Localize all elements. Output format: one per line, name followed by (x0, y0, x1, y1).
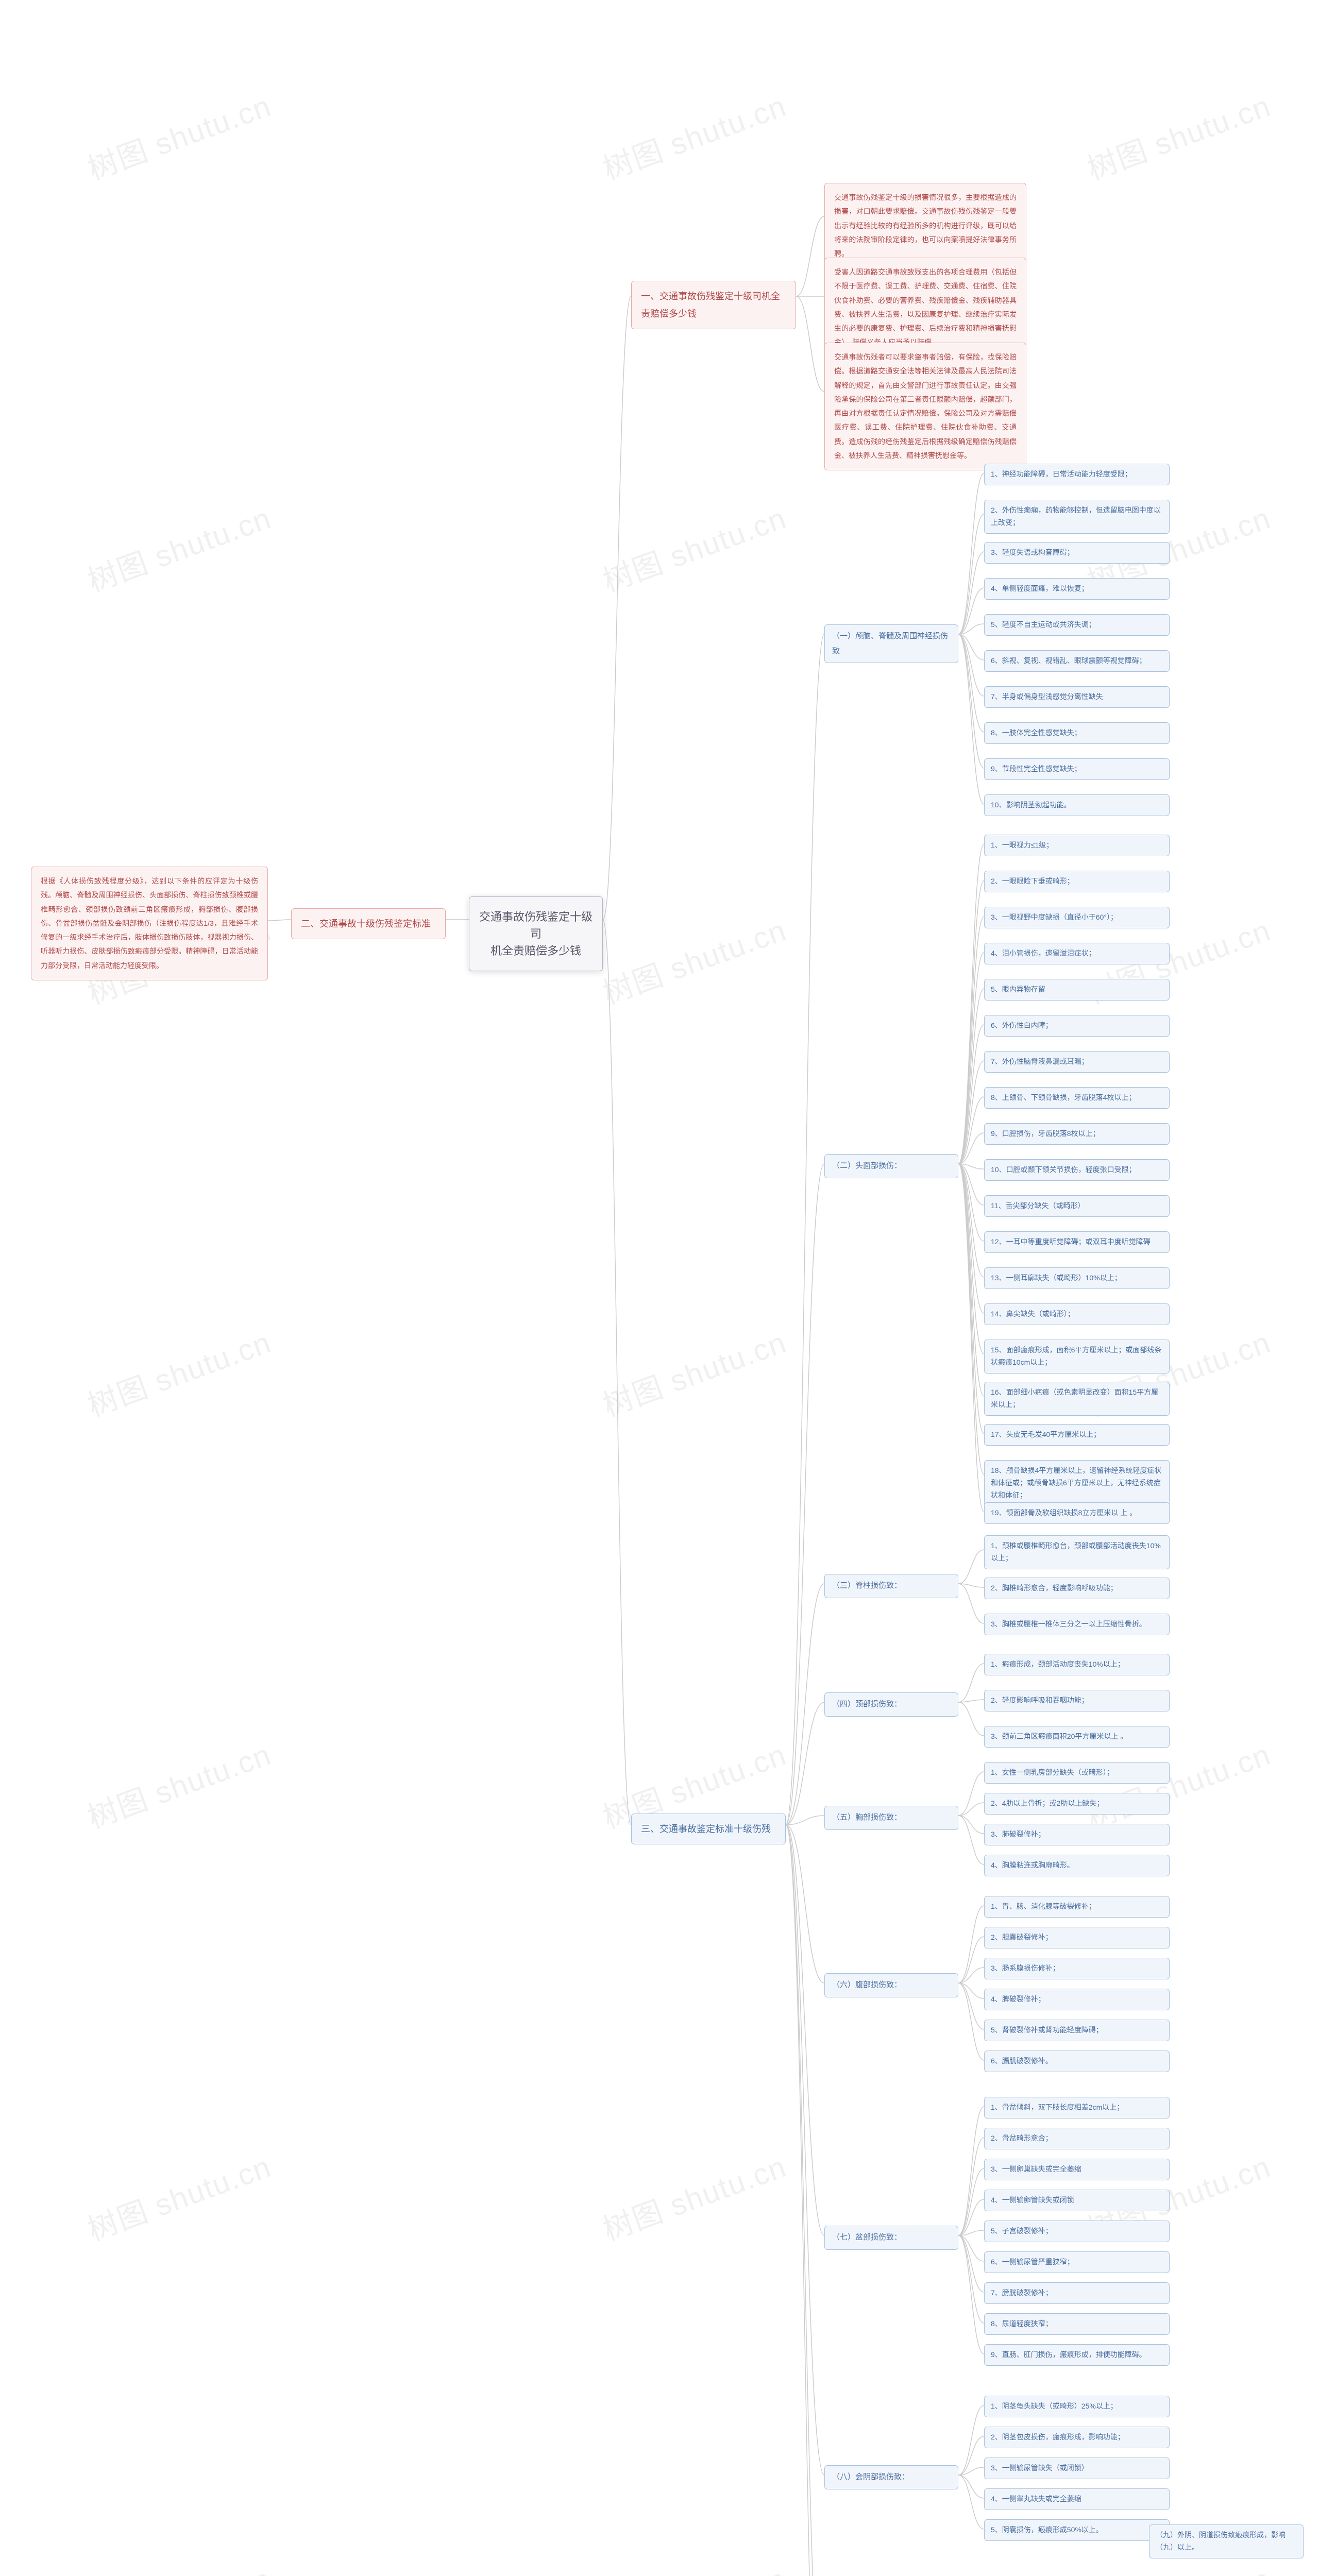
branch-1-leaf-9: 9、节段性完全性感觉缺失； (984, 758, 1170, 780)
branch-2-leaf-15: 15、面部瘢痕形成，面积6平方厘米以上；或面部线条状瘢痕10cm以上； (984, 1340, 1170, 1374)
branch-1-leaf-7: 7、半身或偏身型浅感觉分离性缺失 (984, 686, 1170, 708)
branch-7: （七）盆部损伤致： (824, 2226, 958, 2250)
branch-6-leaf-2: 2、胆囊破裂修补； (984, 1927, 1170, 1948)
branch-7-leaf-9: 9、直肠、肛门损伤，瘢痕形成，排便功能障碍。 (984, 2344, 1170, 2366)
watermark: 树图 shutu.cn (81, 1318, 277, 1425)
section-1-paragraph-1: 交通事故伤残鉴定十级的损害情况很多，主要根据造成的损害，对口朝此要求赔偿。交通事… (824, 183, 1026, 268)
branch-1-leaf-4: 4、单侧轻度面瘫，难以恢复； (984, 578, 1170, 600)
branch-1-leaf-2: 2、外伤性癫痫，药物能够控制，但遗留脑电图中度以上改变； (984, 500, 1170, 534)
branch-8-leaf-3: 3、一侧输尿管缺失（或闭锁） (984, 2458, 1170, 2479)
branch-7-leaf-1: 1、骨盆倾斜，双下肢长度相差2cm以上； (984, 2097, 1170, 2119)
branch-3-leaf-3: 3、胸椎或腰椎一椎体三分之一以上压缩性骨折。 (984, 1614, 1170, 1635)
mindmap-stage: 树图 shutu.cn 树图 shutu.cn 树图 shutu.cn 树图 shut… (0, 0, 1319, 2576)
branch-6-leaf-3: 3、肠系膜损伤修补； (984, 1958, 1170, 1979)
branch-1-leaf-5: 5、轻度不自主运动或共济失调； (984, 614, 1170, 636)
section-1-title: 一、交通事故伤残鉴定十级司机全责赔偿多少钱 (631, 281, 796, 329)
branch-2-leaf-9: 9、口腔损伤，牙齿脱落8枚以上； (984, 1123, 1170, 1145)
branch-8: （八）会阴部损伤致： (824, 2465, 958, 2489)
branch-8-leaf-5: 5、阴囊损伤，瘢痕形成50%以上。 (984, 2519, 1170, 2541)
branch-7-leaf-4: 4、一侧输卵管缺失或闭锁 (984, 2190, 1170, 2211)
branch-5: （五）胸部损伤致： (824, 1806, 958, 1830)
branch-2-leaf-6: 6、外伤性白内障； (984, 1015, 1170, 1037)
branch-7-leaf-5: 5、子宫破裂修补； (984, 2221, 1170, 2242)
branch-4-leaf-1: 1、瘢痕形成，颈部活动度丧失10%以上； (984, 1654, 1170, 1675)
watermark: 树图 shutu.cn (81, 1731, 277, 1837)
branch-6: （六）腹部损伤致： (824, 1973, 958, 1997)
watermark: 树图 shutu.cn (81, 2143, 277, 2249)
branch-2-leaf-5: 5、眼内异物存留 (984, 979, 1170, 1001)
section-2-paragraph: 根据《人体损伤致残程度分级》，达到以下条件的应评定为十级伤残。颅脑、脊髓及周围神… (31, 867, 268, 980)
watermark: 树图 shutu.cn (1080, 82, 1276, 189)
section-3-title: 三、交通事故鉴定标准十级伤残 (631, 1814, 786, 1844)
branch-5-leaf-4: 4、胸膜粘连或胸廓畸形。 (984, 1855, 1170, 1876)
watermark: 树图 shutu.cn (81, 82, 277, 189)
branch-7-leaf-7: 7、膀胱破裂修补； (984, 2282, 1170, 2304)
branch-6-leaf-5: 5、肾破裂修补或肾功能轻度障碍； (984, 2020, 1170, 2041)
branch-1-leaf-1: 1、神经功能障碍，日常活动能力轻度受限； (984, 464, 1170, 485)
branch-5-leaf-3: 3、肺破裂修补； (984, 1824, 1170, 1845)
branch-8-leaf-4: 4、一侧睾丸缺失或完全萎缩 (984, 2488, 1170, 2510)
watermark: 树图 shutu.cn (596, 82, 792, 189)
branch-2-leaf-18: 18、颅骨缺损4平方厘米以上，遗留神经系统轻度症状和体征或；或颅骨缺损6平方厘米… (984, 1460, 1170, 1506)
branch-7-leaf-6: 6、一侧输尿管严重狭窄； (984, 2251, 1170, 2273)
branch-2-leaf-12: 12、一耳中等重度听觉障碍；或双耳中度听觉障碍 (984, 1231, 1170, 1253)
branch-2-leaf-10: 10、口腔或颞下颌关节损伤，轻度张口受限； (984, 1159, 1170, 1181)
branch-2-leaf-8: 8、上颌骨、下颌骨缺损，牙齿脱落4枚以上； (984, 1087, 1170, 1109)
branch-2-leaf-16: 16、面部细小疤痕（或色素明显改变）面积15平方厘米以上； (984, 1382, 1170, 1416)
branch-1-leaf-10: 10、影响阴茎勃起功能。 (984, 794, 1170, 816)
watermark: 树图 shutu.cn (596, 2555, 792, 2576)
watermark: 树图 shutu.cn (81, 2555, 277, 2576)
branch-5-leaf-2: 2、4肋以上骨折；或2肋以上缺失； (984, 1793, 1170, 1815)
branch-1-leaf-8: 8、一肢体完全性感觉缺失； (984, 722, 1170, 744)
section-2-title: 二、交通事故十级伤残鉴定标准 (291, 908, 446, 939)
branch-3: （三）脊柱损伤致： (824, 1574, 958, 1598)
watermark: 树图 shutu.cn (596, 1318, 792, 1425)
branch-2-leaf-1: 1、一眼视力≤1级； (984, 835, 1170, 856)
branch-5-leaf-1: 1、女性一侧乳房部分缺失（或畸形）； (984, 1762, 1170, 1784)
branch-2-leaf-11: 11、舌尖部分缺失（或畸形） (984, 1195, 1170, 1217)
branch-2-leaf-3: 3、一眼视野中度缺损（直径小于60°）； (984, 907, 1170, 928)
section-1-paragraph-3: 交通事故伤残者可以要求肇事者赔偿，有保险，找保险赔偿。根据道路交通安全法等相关法… (824, 343, 1026, 470)
branch-6-leaf-6: 6、膈肌破裂修补。 (984, 2050, 1170, 2072)
watermark: 树图 shutu.cn (596, 2143, 792, 2249)
branch-6-leaf-4: 4、脾破裂修补； (984, 1989, 1170, 2010)
branch-2-leaf-14: 14、鼻尖缺失（或畸形）； (984, 1303, 1170, 1325)
branch-2-leaf-13: 13、一侧耳廓缺失（或畸形）10%以上； (984, 1267, 1170, 1289)
branch-1-leaf-3: 3、轻度失语或构音障碍； (984, 542, 1170, 564)
branch-4-leaf-3: 3、颈前三角区瘢痕面积20平方厘米以上 。 (984, 1726, 1170, 1748)
branch-8-leaf-2: 2、阴茎包皮损伤，瘢痕形成，影响功能； (984, 2427, 1170, 2448)
branch-3-leaf-2: 2、胸椎畸形愈合，轻度影响呼吸功能； (984, 1578, 1170, 1599)
branch-8-extra-leaf: （九）外阴、阴道损伤致瘢痕形成，影响（九）以上。 (1149, 2524, 1304, 2558)
branch-1: （一）颅脑、脊髓及周围神经损伤致 (824, 624, 958, 663)
root-node: 交通事故伤残鉴定十级司机全责赔偿多少钱 (469, 896, 603, 971)
branch-7-leaf-3: 3、一侧卵巢缺失或完全萎缩 (984, 2159, 1170, 2180)
watermark: 树图 shutu.cn (81, 494, 277, 601)
branch-3-leaf-1: 1、颈椎或腰椎畸形愈台，颈部或腰部活动度丧失10%以上； (984, 1535, 1170, 1569)
branch-1-leaf-6: 6、斜视、复视、视错乱、眼球震颤等视觉障碍； (984, 650, 1170, 672)
branch-4: （四）颈部损伤致： (824, 1692, 958, 1717)
branch-2-leaf-17: 17、头皮无毛发40平方厘米以上； (984, 1424, 1170, 1446)
branch-8-leaf-1: 1、阴茎龟头缺失（或畸形）25%以上； (984, 2396, 1170, 2417)
branch-4-leaf-2: 2、轻度影响呼吸和吞咽功能； (984, 1690, 1170, 1711)
branch-6-leaf-1: 1、胃、肠、消化腺等破裂修补； (984, 1896, 1170, 1918)
branch-2-leaf-2: 2、一眼眼睑下垂或畸形； (984, 871, 1170, 892)
watermark: 树图 shutu.cn (596, 906, 792, 1013)
branch-7-leaf-2: 2、骨盆畸形愈合； (984, 2128, 1170, 2149)
branch-7-leaf-8: 8、尿道轻度狭窄； (984, 2313, 1170, 2335)
branch-2-leaf-19: 19、颌面部骨及软组织缺损8立方厘米以 上 。 (984, 1502, 1170, 1524)
branch-2-leaf-4: 4、泪小管损伤，遗留溢泪症状； (984, 943, 1170, 964)
branch-2: （二）头面部损伤： (824, 1154, 958, 1178)
watermark: 树图 shutu.cn (596, 494, 792, 601)
branch-2-leaf-7: 7、外伤性脑脊液鼻漏或耳漏； (984, 1051, 1170, 1073)
